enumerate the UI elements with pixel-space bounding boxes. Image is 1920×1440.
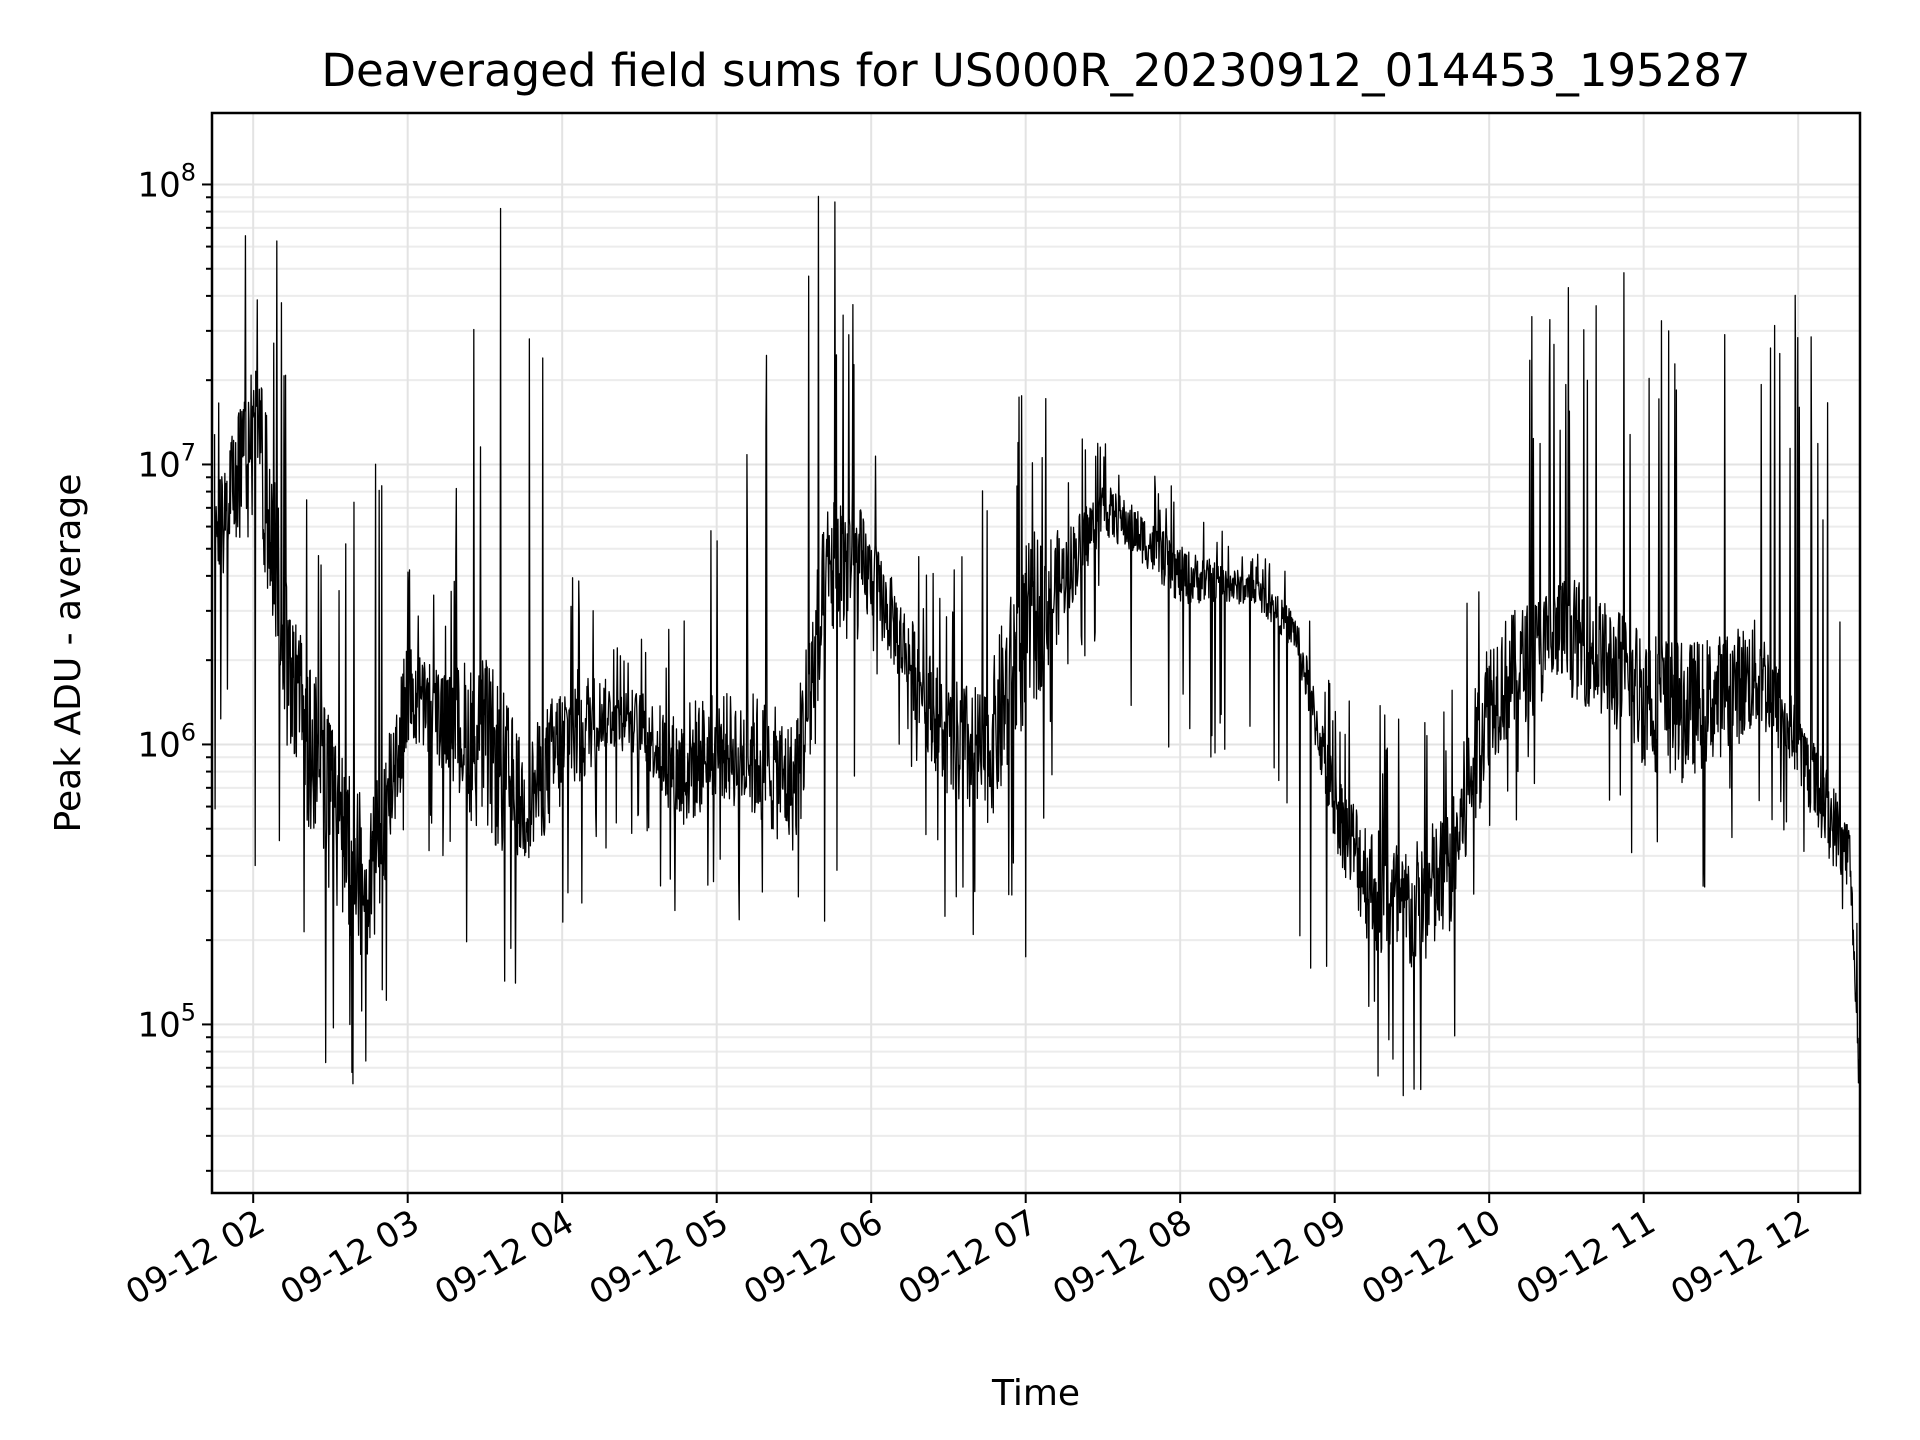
x-tick-label: 09-12 09 — [1201, 1202, 1353, 1313]
x-axis-label: Time — [991, 1373, 1080, 1414]
x-tick-label: 09-12 03 — [274, 1202, 426, 1313]
x-tick-label: 09-12 05 — [583, 1202, 735, 1313]
y-tick-label: 107 — [137, 438, 196, 485]
y-tick-exponent: 6 — [181, 718, 196, 746]
y-tick-exponent: 5 — [181, 998, 196, 1026]
y-tick-base: 10 — [137, 445, 180, 485]
series-line — [213, 195, 1861, 1097]
y-tick-label: 106 — [137, 718, 196, 765]
x-tick-label: 09-12 02 — [119, 1202, 271, 1313]
x-tick-label: 09-12 08 — [1046, 1202, 1198, 1313]
y-tick-base: 10 — [137, 1005, 180, 1045]
y-tick-exponent: 7 — [181, 438, 196, 466]
y-tick-label: 105 — [137, 998, 196, 1045]
y-tick-base: 10 — [137, 165, 180, 205]
plot-frame — [210, 111, 1862, 1195]
series-layer — [213, 195, 1861, 1097]
x-axis: 09-12 02 09-12 03 09-12 04 09-12 05 09-12 06… — [119, 1193, 1817, 1313]
x-tick-label: 09-12 10 — [1355, 1202, 1507, 1313]
chart-title: Deaveraged field sums for US000R_2023091… — [321, 44, 1750, 97]
x-tick-label: 09-12 04 — [428, 1202, 580, 1313]
y-tick-label: 108 — [137, 158, 196, 205]
x-tick-label: 09-12 06 — [737, 1202, 889, 1313]
x-tick-label: 09-12 11 — [1510, 1202, 1662, 1313]
y-tick-exponent: 8 — [181, 158, 196, 186]
x-tick-label: 09-12 07 — [892, 1202, 1044, 1313]
y-tick-base: 10 — [137, 725, 180, 765]
y-axis-label: Peak ADU - average — [48, 474, 89, 833]
x-tick-label: 09-12 12 — [1664, 1202, 1816, 1313]
grid-lines — [212, 113, 1860, 1193]
